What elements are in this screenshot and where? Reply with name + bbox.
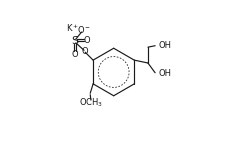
Text: O: O (72, 50, 78, 59)
Text: OH: OH (159, 69, 172, 78)
Text: O$^-$: O$^-$ (77, 24, 92, 35)
Text: O: O (84, 36, 90, 45)
Text: OH: OH (159, 41, 172, 50)
Text: O: O (81, 47, 88, 56)
Text: S: S (71, 36, 78, 46)
Text: K$^+$: K$^+$ (66, 23, 80, 34)
Text: OCH$_3$: OCH$_3$ (79, 96, 103, 109)
